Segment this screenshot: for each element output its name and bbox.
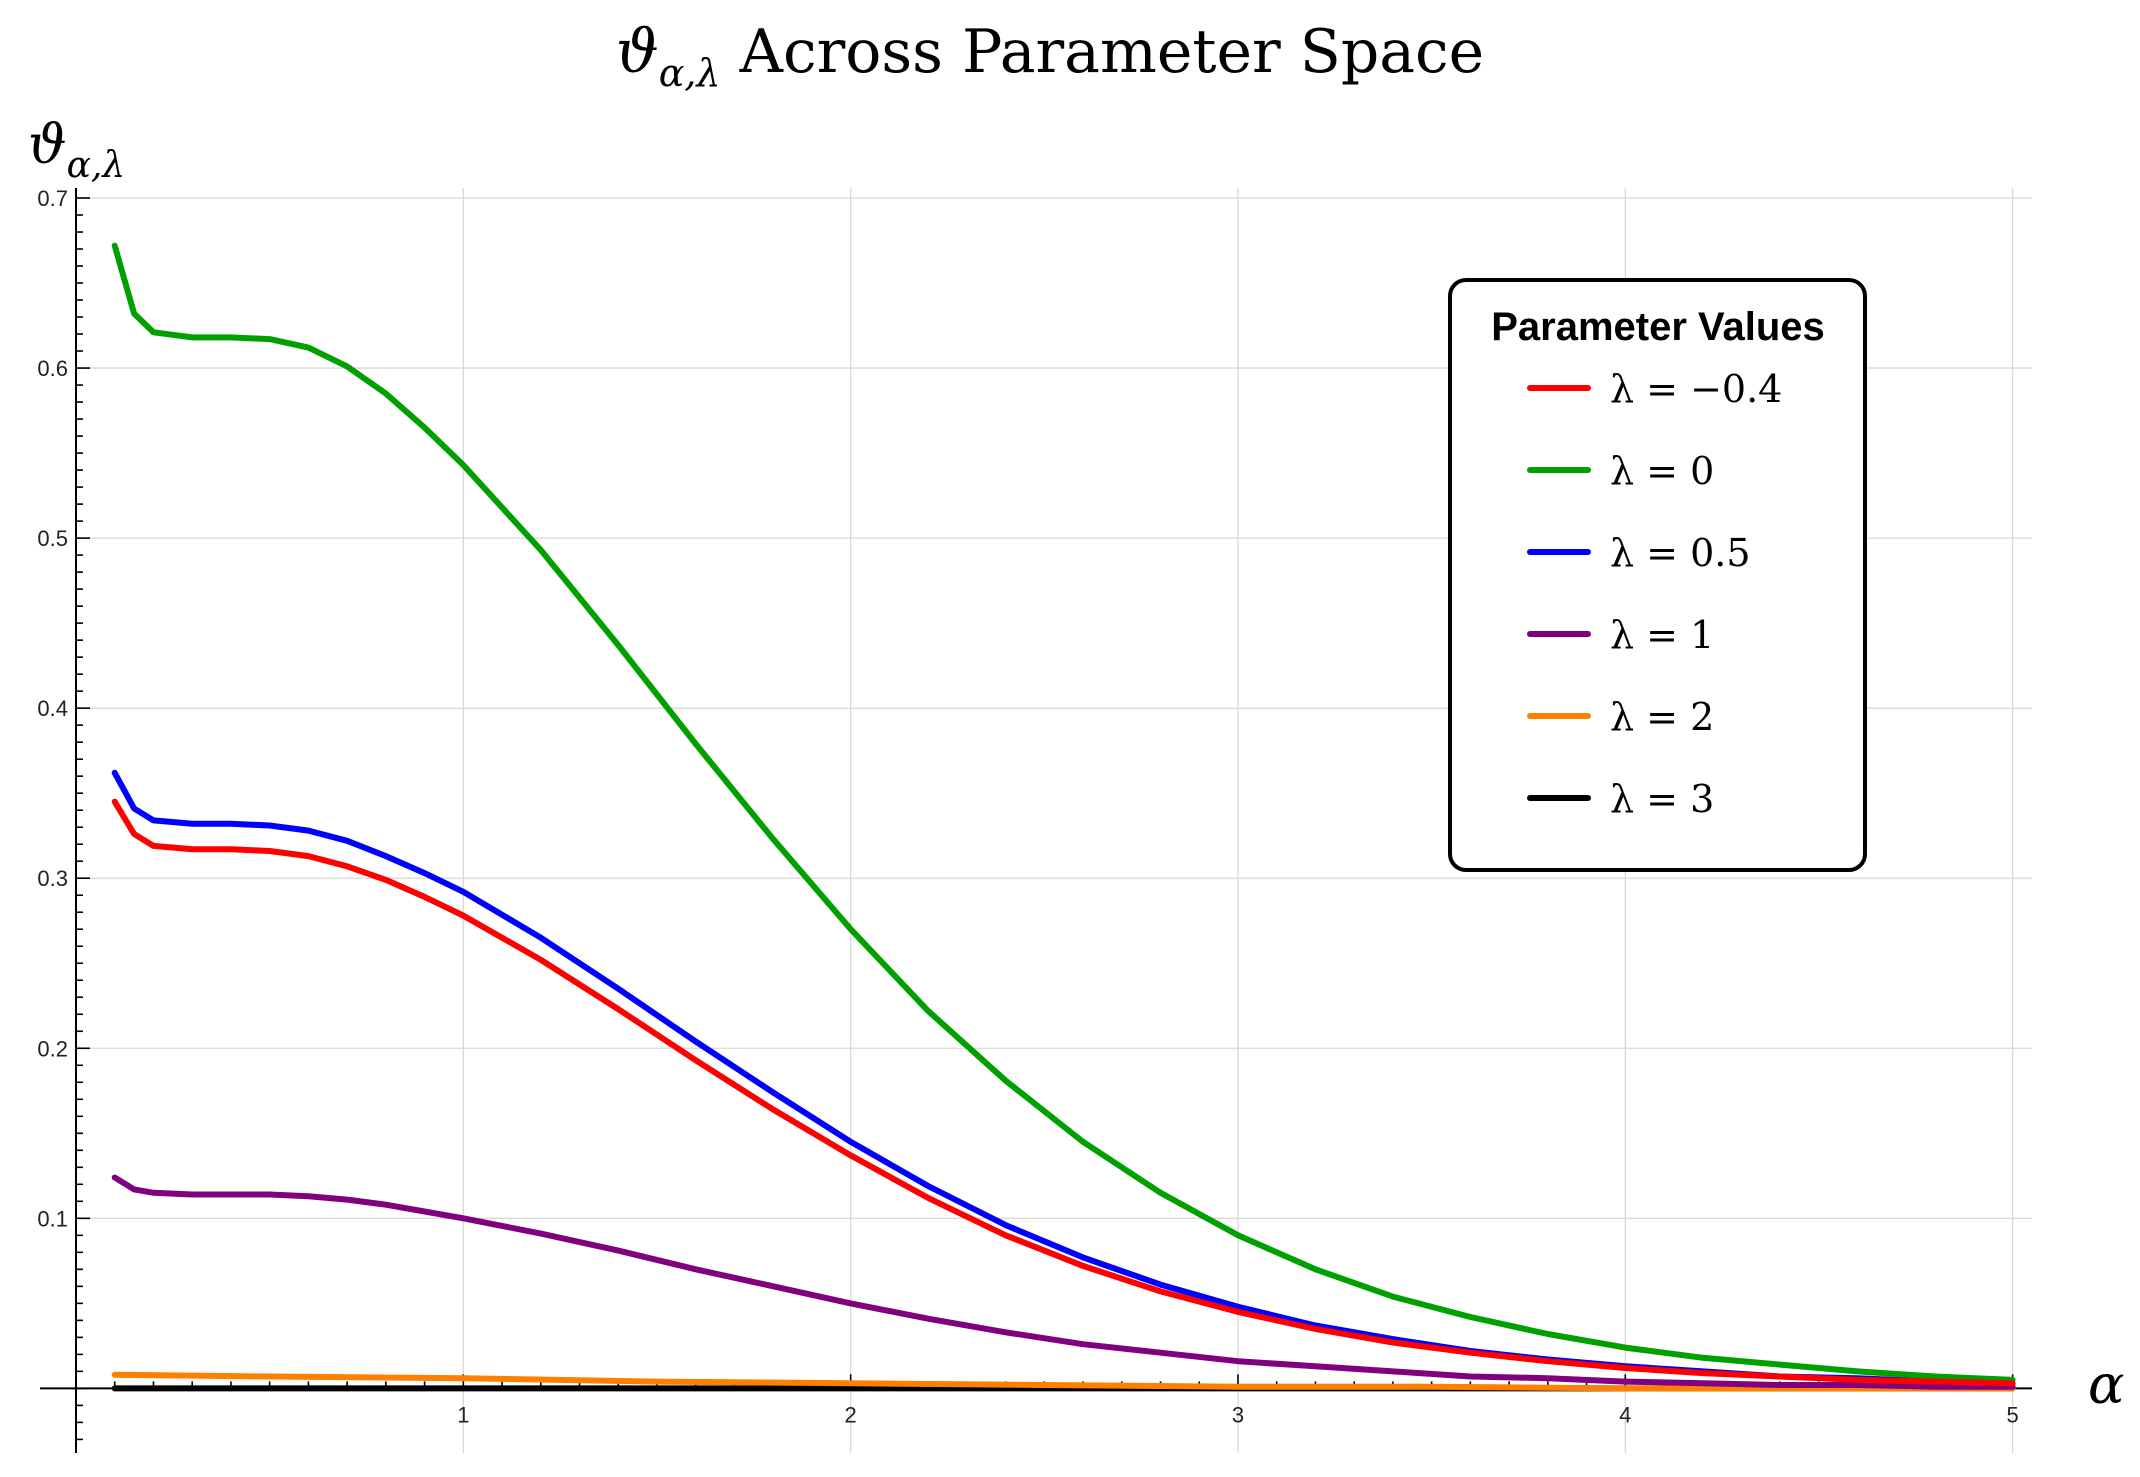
x-tick-label: 1 (457, 1402, 469, 1427)
y-tick-label: 0.1 (37, 1206, 68, 1231)
legend-items: λ = −0.4 λ = 0 λ = 0.5 λ = 1 λ = 2 λ = 3 (1527, 367, 1782, 821)
y-tick-label: 0.3 (37, 866, 68, 891)
legend-label-0: λ = −0.4 (1610, 367, 1782, 411)
y-axis-label: ϑα,λ (28, 113, 125, 186)
title-text: Across Parameter Space (721, 17, 1485, 87)
legend-label-5: λ = 3 (1610, 777, 1714, 821)
title-subscript: α,λ (659, 51, 721, 95)
legend-label-1: λ = 0 (1610, 449, 1714, 493)
legend: Parameter Values λ = −0.4λ = 0λ = 0.5λ =… (1448, 278, 1867, 872)
y-tick-label: 0.7 (37, 186, 68, 211)
series-line-0 (111, 798, 2016, 1387)
y-tick-label: 0.2 (37, 1036, 68, 1061)
x-tick-label: 3 (1232, 1402, 1244, 1427)
legend-label-4: λ = 2 (1610, 695, 1714, 739)
chart-title: ϑα,λ Across Parameter Space (616, 17, 1484, 95)
y-tick-label: 0.6 (37, 356, 68, 381)
series-group (111, 242, 2016, 1392)
series-line-1 (111, 242, 2016, 1383)
x-tick-label: 5 (2007, 1402, 2019, 1427)
title-symbol: ϑ (616, 17, 659, 87)
legend-label-2: λ = 0.5 (1610, 531, 1751, 575)
y-tick-label: 0.4 (37, 696, 68, 721)
x-axis-label: α (2088, 1353, 2124, 1416)
legend-box (1448, 278, 1867, 872)
ticks: 1 2 3 4 5 0.1 0.2 0.3 0.4 0.5 0.6 0.7 (37, 186, 2019, 1441)
x-tick-label: 2 (845, 1402, 857, 1427)
legend-title: Parameter Values (1491, 305, 1825, 349)
legend-label-3: λ = 1 (1610, 613, 1714, 657)
series-line-3 (111, 1174, 2016, 1390)
x-tick-label: 4 (1619, 1402, 1631, 1427)
series-line-4 (111, 1371, 2016, 1392)
y-tick-label: 0.5 (37, 526, 68, 551)
